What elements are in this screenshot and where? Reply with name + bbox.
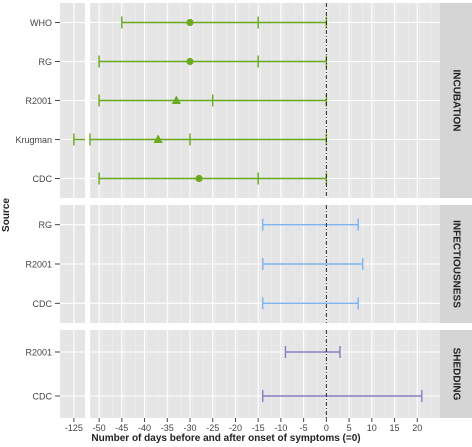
panels-layer: INCUBATIONWHORGR2001KrugmanCDCINFECTIOUS… (15, 3, 472, 418)
x-tick-label: 0 (324, 423, 329, 433)
interval-row: CDC (33, 390, 440, 402)
x-tick-label: -45 (115, 423, 128, 433)
x-tick-label: -35 (161, 423, 174, 433)
x-tick-label: -10 (274, 423, 287, 433)
panel-background (60, 330, 440, 418)
interval-row: RG (39, 55, 440, 68)
point-marker-circle (186, 18, 194, 27)
source-label: CDC (33, 299, 53, 309)
source-label: R2001 (25, 96, 52, 106)
source-label: RG (39, 57, 53, 67)
source-label: R2001 (25, 260, 52, 270)
facet-strip-label: INFECTIOUSNESS (451, 220, 462, 308)
facet-strip (440, 330, 472, 418)
point-marker-triangle (153, 134, 163, 143)
interval-row: R2001 (25, 346, 440, 358)
source-label: WHO (30, 18, 52, 28)
x-tick-label: -5 (300, 423, 308, 433)
source-label: Krugman (15, 135, 52, 145)
x-tick-label: 10 (367, 423, 377, 433)
interval-row: RG (39, 218, 440, 231)
source-label: CDC (33, 174, 53, 184)
interval-row: WHO (30, 16, 440, 29)
x-tick-label: -40 (138, 423, 151, 433)
y-axis-title: Source (1, 198, 12, 232)
facet-strip (440, 3, 472, 198)
facet-strip-label: SHEDDING (451, 348, 462, 401)
point-marker-circle (186, 57, 194, 66)
source-label: R2001 (25, 348, 52, 358)
x-tick-label: -20 (229, 423, 242, 433)
interval-row: R2001 (25, 258, 440, 270)
point-marker-triangle (171, 95, 181, 104)
axis-break (85, 330, 90, 418)
interval-row: CDC (33, 297, 440, 310)
facet-strip (440, 205, 472, 323)
x-tick-label: 15 (390, 423, 400, 433)
panel-infectiousness: INFECTIOUSNESS RG R2001 CDC (25, 205, 472, 323)
point-marker-circle (195, 174, 203, 183)
interval-row: CDC (33, 172, 440, 185)
facet-strip-label: INCUBATION (451, 69, 462, 131)
x-axis-title: Number of days before and after onset of… (91, 433, 360, 444)
x-tick-label: -25 (206, 423, 219, 433)
x-tick-label: 5 (347, 423, 352, 433)
x-tick-label: -125 (65, 423, 83, 433)
source-label: RG (39, 220, 53, 230)
panel-shedding: SHEDDING R2001 CDC (25, 330, 472, 418)
x-axis: -125 -50 -45 -40 -35 -30 -25 -20 -15 -10 -5 0 5 10 15 2… (65, 418, 422, 433)
source-label: CDC (33, 392, 53, 402)
x-tick-label: 20 (412, 423, 422, 433)
panel-incubation: INCUBATION WHO RG R2001 Krugman CDC (15, 3, 472, 198)
x-tick-label: -50 (93, 423, 106, 433)
x-tick-label: -15 (252, 423, 265, 433)
interval-row: Krugman (15, 133, 440, 146)
x-tick-label: -30 (183, 423, 196, 433)
